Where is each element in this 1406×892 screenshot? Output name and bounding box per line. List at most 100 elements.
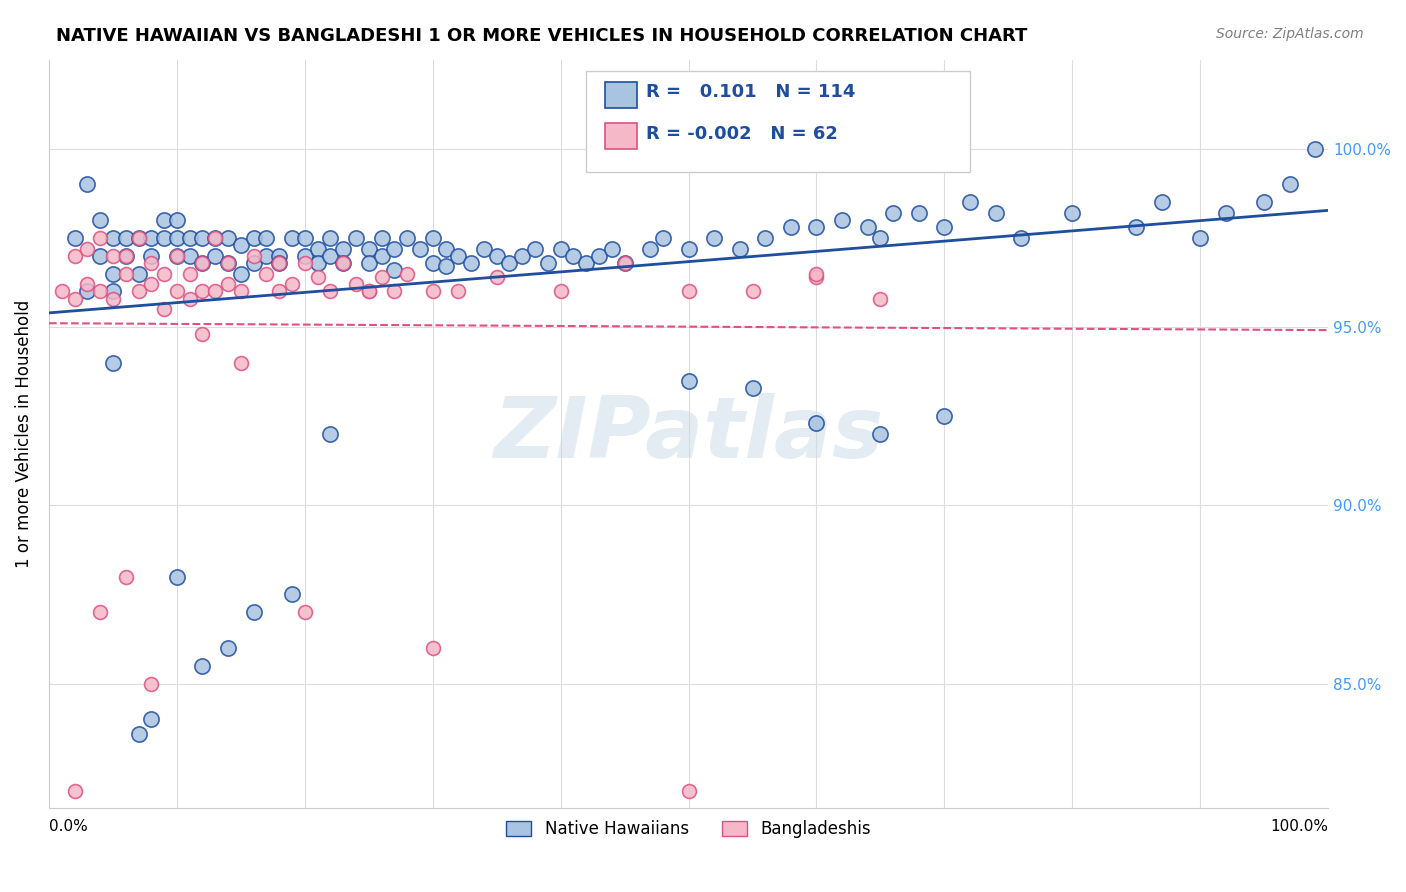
Point [869, 427, 891, 442]
Point [678, 783, 700, 797]
Point [242, 249, 264, 263]
Point [472, 242, 495, 256]
Point [741, 381, 763, 395]
Bar [606, 82, 637, 108]
Point [217, 231, 239, 245]
Point [153, 231, 176, 245]
Point [229, 267, 252, 281]
Point [613, 256, 636, 270]
Point [128, 726, 150, 740]
Point [294, 249, 316, 263]
Legend: Native Hawaiians, Bangladeshis: Native Hawaiians, Bangladeshis [499, 814, 877, 845]
Point [613, 256, 636, 270]
Point [114, 249, 136, 263]
Point [1062, 206, 1084, 220]
Point [141, 712, 163, 726]
Point [166, 231, 188, 245]
Point [806, 417, 828, 431]
Point [63, 292, 86, 306]
Point [396, 231, 419, 245]
Point [141, 249, 163, 263]
Point [382, 285, 405, 299]
Point [332, 256, 354, 270]
Point [550, 242, 572, 256]
Point [498, 256, 520, 270]
Point [357, 242, 380, 256]
Point [370, 249, 392, 263]
Point [254, 267, 277, 281]
Point [153, 267, 176, 281]
Point [984, 206, 1007, 220]
Text: Source: ZipAtlas.com: Source: ZipAtlas.com [1216, 27, 1364, 41]
Point [1278, 178, 1301, 192]
Text: ZIPatlas: ZIPatlas [494, 392, 884, 475]
Point [307, 256, 329, 270]
Y-axis label: 1 or more Vehicles in Household: 1 or more Vehicles in Household [15, 300, 32, 568]
Point [101, 249, 124, 263]
Point [114, 267, 136, 281]
Point [128, 285, 150, 299]
Bar [606, 123, 637, 150]
Point [652, 231, 675, 245]
Point [76, 277, 98, 292]
Point [934, 220, 956, 235]
Point [166, 569, 188, 583]
Point [114, 569, 136, 583]
Point [1253, 195, 1275, 210]
Point [575, 256, 598, 270]
Point [141, 231, 163, 245]
Point [101, 292, 124, 306]
Point [382, 263, 405, 277]
Point [332, 256, 354, 270]
Point [319, 249, 342, 263]
Point [319, 427, 342, 442]
Point [537, 256, 560, 270]
Point [179, 267, 201, 281]
Point [370, 270, 392, 285]
Point [678, 374, 700, 388]
Point [422, 640, 444, 655]
Point [76, 178, 98, 192]
Point [434, 260, 457, 274]
Point [101, 267, 124, 281]
Point [89, 285, 111, 299]
Point [269, 249, 291, 263]
Point [269, 256, 291, 270]
Text: R = -0.002   N = 62: R = -0.002 N = 62 [647, 126, 838, 144]
Point [485, 270, 508, 285]
Point [141, 676, 163, 690]
Point [204, 231, 226, 245]
Point [434, 242, 457, 256]
Point [357, 285, 380, 299]
Point [869, 292, 891, 306]
Point [600, 242, 623, 256]
Point [382, 242, 405, 256]
Point [307, 242, 329, 256]
Point [422, 285, 444, 299]
Point [101, 285, 124, 299]
Point [269, 285, 291, 299]
Point [856, 220, 879, 235]
Point [344, 231, 367, 245]
Point [447, 249, 470, 263]
Point [101, 231, 124, 245]
Point [179, 249, 201, 263]
Point [217, 277, 239, 292]
Point [128, 231, 150, 245]
Point [191, 327, 214, 342]
Point [294, 605, 316, 619]
Point [806, 267, 828, 281]
Point [191, 256, 214, 270]
Point [242, 605, 264, 619]
Point [510, 249, 533, 263]
Point [179, 231, 201, 245]
Text: 0.0%: 0.0% [49, 819, 87, 834]
Point [254, 249, 277, 263]
Point [114, 231, 136, 245]
Point [242, 231, 264, 245]
Point [907, 206, 929, 220]
Point [524, 242, 547, 256]
Point [204, 285, 226, 299]
Point [678, 242, 700, 256]
Point [294, 256, 316, 270]
